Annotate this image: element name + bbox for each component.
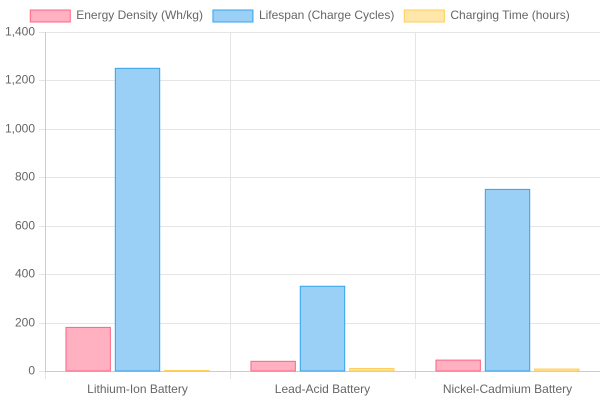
legend-swatch — [403, 9, 445, 23]
legend-item[interactable]: Lifespan (Charge Cycles) — [212, 8, 394, 23]
legend-label: Charging Time (hours) — [450, 8, 569, 22]
x-tick-label: Lithium-Ion Battery — [87, 382, 188, 396]
legend[interactable]: Energy Density (Wh/kg) Lifespan (Charge C… — [29, 8, 570, 23]
y-tick-label: 1,000 — [5, 122, 35, 136]
bar[interactable] — [65, 326, 111, 372]
y-tick-label: 800 — [15, 170, 35, 184]
legend-item[interactable]: Energy Density (Wh/kg) — [29, 8, 203, 23]
y-tick-label: 0 — [28, 364, 35, 378]
bar[interactable] — [114, 67, 161, 372]
bar[interactable] — [250, 360, 296, 372]
y-axis-tick-labels: 0 200 400 600 800 1,000 1,200 1,400 — [5, 25, 35, 378]
x-axis-tick-labels: Lithium-Ion Battery Lead-Acid Battery Nick… — [87, 382, 572, 396]
bar[interactable] — [299, 285, 346, 372]
x-tick-label: Lead-Acid Battery — [275, 382, 370, 396]
bar[interactable] — [484, 188, 531, 372]
legend-label: Energy Density (Wh/kg) — [76, 8, 203, 22]
bars — [65, 67, 580, 372]
y-tick-label: 1,400 — [5, 25, 35, 39]
y-tick-label: 600 — [15, 219, 35, 233]
x-tick-label: Nickel-Cadmium Battery — [443, 382, 572, 396]
legend-swatch — [29, 9, 71, 23]
y-tick-label: 1,200 — [5, 73, 35, 87]
y-tick-label: 400 — [15, 267, 35, 281]
legend-label: Lifespan (Charge Cycles) — [259, 8, 394, 22]
bar[interactable] — [435, 359, 481, 372]
legend-swatch — [212, 9, 254, 23]
legend-item[interactable]: Charging Time (hours) — [403, 8, 570, 23]
y-tick-label: 200 — [15, 316, 35, 330]
bar[interactable] — [534, 368, 580, 372]
bar[interactable] — [349, 368, 395, 372]
